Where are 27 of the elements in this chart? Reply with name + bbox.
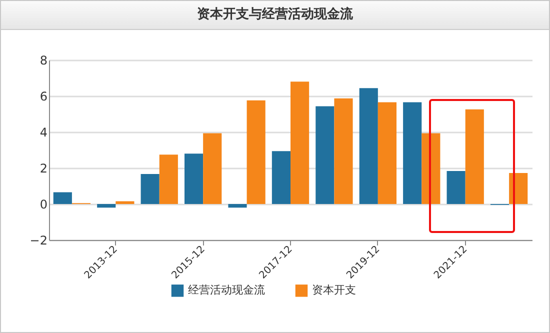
legend-label: 资本开支 [312,284,356,297]
y-tick-label: 8 [40,54,48,68]
bar [290,82,310,204]
bar [272,151,290,204]
bar [228,204,247,208]
bar [403,102,422,204]
bar [97,204,116,208]
chart-title: 资本开支与经营活动现金流 [1,1,549,30]
legend-label: 经营活动现金流 [188,284,265,297]
bar [53,192,72,204]
y-tick-label: 0 [40,198,48,212]
y-tick-label: −2 [30,234,48,248]
y-tick-label: 6 [40,90,48,104]
bar [359,88,378,204]
bar [140,174,160,204]
bar [334,98,353,204]
bar [378,102,396,204]
bar [446,171,466,204]
bar [184,154,204,204]
y-tick-label: 4 [40,126,48,140]
bar [159,154,178,204]
bar [246,100,266,204]
bar [316,106,334,204]
bar [203,133,222,204]
bar [465,109,484,204]
bar [116,201,134,204]
y-tick-label: 2 [40,162,48,176]
